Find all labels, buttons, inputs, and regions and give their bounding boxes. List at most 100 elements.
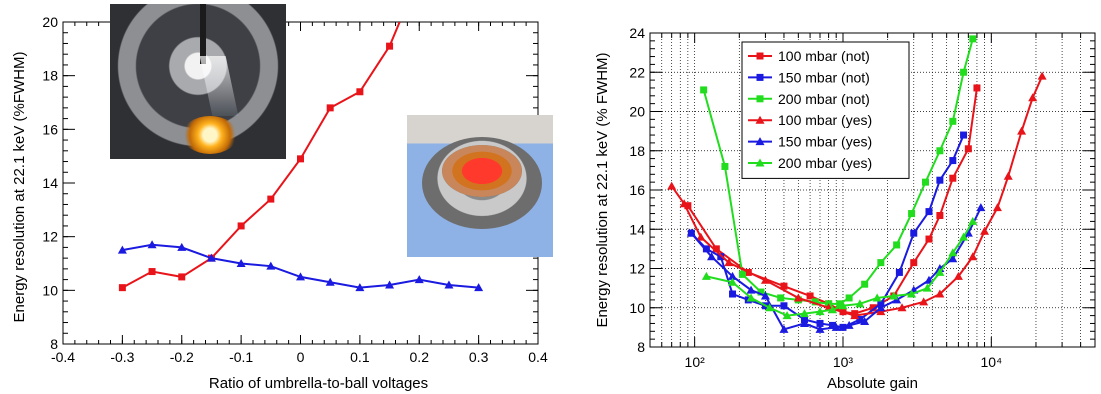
x-tick-label: 0.2 bbox=[410, 349, 430, 365]
data-point bbox=[701, 271, 711, 280]
data-point bbox=[855, 299, 865, 308]
data-point bbox=[948, 248, 958, 257]
x-tick-label: 0 bbox=[297, 349, 305, 365]
data-point bbox=[686, 228, 696, 237]
data-point bbox=[780, 282, 788, 290]
data-point bbox=[702, 245, 710, 253]
data-point bbox=[721, 162, 729, 170]
data-point bbox=[779, 324, 789, 333]
data-point bbox=[777, 294, 785, 302]
data-point bbox=[717, 253, 725, 261]
data-point bbox=[960, 68, 968, 76]
data-point bbox=[729, 290, 737, 298]
data-point bbox=[696, 232, 706, 241]
data-point bbox=[948, 254, 958, 263]
data-point bbox=[1028, 93, 1038, 102]
legend-label: 200 mbar (yes) bbox=[778, 155, 872, 171]
data-point bbox=[829, 321, 837, 329]
data-point bbox=[856, 316, 864, 324]
y-tick-label: 12 bbox=[42, 229, 58, 245]
y-tick-label: 10 bbox=[42, 282, 58, 298]
data-point bbox=[960, 131, 968, 139]
data-point bbox=[831, 322, 841, 331]
chart-left: -0.4 -0.3 -0.2 -0.1 0 0.1 0.2 0.3 0.4 8 10 12 14 16 18… bbox=[11, 14, 548, 392]
data-point bbox=[876, 303, 886, 312]
series-5 bbox=[701, 216, 978, 320]
x-tick-label: -0.3 bbox=[110, 349, 134, 365]
legend-label: 150 mbar (not) bbox=[778, 69, 870, 85]
y-tick-label: 14 bbox=[42, 175, 58, 191]
data-point bbox=[147, 240, 157, 249]
data-point bbox=[925, 208, 933, 216]
data-point bbox=[936, 176, 944, 184]
data-point bbox=[474, 283, 484, 292]
data-point bbox=[895, 268, 903, 276]
data-point bbox=[869, 304, 877, 312]
data-point bbox=[414, 275, 424, 284]
y-tick-label: 18 bbox=[629, 143, 645, 159]
data-point bbox=[356, 88, 364, 96]
data-point bbox=[1017, 126, 1027, 135]
data-point bbox=[118, 284, 126, 292]
legend-swatch-marker bbox=[755, 137, 765, 146]
y-tick-label: 10 bbox=[629, 300, 645, 316]
data-point bbox=[815, 307, 825, 316]
data-point bbox=[953, 271, 963, 280]
data-point bbox=[679, 199, 689, 208]
data-point bbox=[811, 298, 819, 306]
x-tick-label: 0.3 bbox=[469, 349, 489, 365]
data-point bbox=[1037, 71, 1047, 80]
data-point bbox=[949, 174, 957, 182]
legend-swatch-marker bbox=[756, 95, 764, 103]
y-tick-label: 8 bbox=[50, 336, 58, 352]
legend-box bbox=[741, 41, 910, 179]
legend-label: 100 mbar (not) bbox=[778, 48, 870, 64]
data-point bbox=[117, 245, 127, 254]
y-tick-label: 8 bbox=[637, 339, 645, 355]
series-line bbox=[706, 220, 974, 317]
data-point bbox=[1003, 171, 1013, 180]
series-line bbox=[670, 75, 1044, 317]
data-point bbox=[206, 253, 216, 262]
legend-swatch-marker bbox=[756, 52, 764, 60]
data-point bbox=[973, 84, 981, 92]
data-point bbox=[746, 285, 756, 294]
data-point bbox=[861, 280, 869, 288]
x-tick-label: -0.2 bbox=[170, 349, 194, 365]
data-point bbox=[707, 252, 717, 261]
data-point bbox=[980, 226, 990, 235]
data-point bbox=[925, 235, 933, 243]
x-axis-title: Ratio of umbrella-to-ball voltages bbox=[209, 375, 428, 392]
data-point bbox=[266, 261, 276, 270]
legend-swatch-marker bbox=[756, 73, 764, 81]
data-point bbox=[907, 289, 917, 298]
data-point bbox=[237, 222, 245, 230]
data-point bbox=[976, 203, 986, 212]
data-point bbox=[908, 210, 916, 218]
data-point bbox=[845, 294, 853, 302]
data-point bbox=[838, 301, 848, 310]
data-point bbox=[815, 324, 825, 333]
data-point bbox=[793, 293, 803, 302]
y-tick-label: 18 bbox=[42, 68, 58, 84]
data-point bbox=[799, 309, 809, 318]
data-point bbox=[296, 272, 305, 281]
data-point bbox=[724, 258, 734, 267]
legend-label: 150 mbar (yes) bbox=[778, 134, 872, 150]
y-axis-title: Energy resolution at 22.1 keV (% FWHM) bbox=[594, 52, 611, 327]
data-point bbox=[297, 155, 304, 163]
data-point bbox=[910, 229, 918, 237]
y-tick-label: 20 bbox=[42, 14, 58, 30]
data-point bbox=[780, 302, 788, 310]
data-point bbox=[746, 293, 756, 302]
data-point bbox=[667, 181, 677, 190]
y-tick-label: 24 bbox=[629, 25, 645, 41]
y-tick-label: 22 bbox=[629, 64, 645, 80]
x-tick-label: 0.1 bbox=[350, 349, 370, 365]
data-point bbox=[850, 311, 860, 320]
data-point bbox=[919, 297, 929, 306]
legend: 100 mbar (not) 150 mbar (not) 200 mbar (no… bbox=[741, 41, 910, 179]
y-tick-label: 14 bbox=[629, 221, 645, 237]
chart-right: 8 10 12 14 16 18 20 22 24 10² 10³ 10⁴ Absolute gain E… bbox=[594, 25, 1096, 392]
